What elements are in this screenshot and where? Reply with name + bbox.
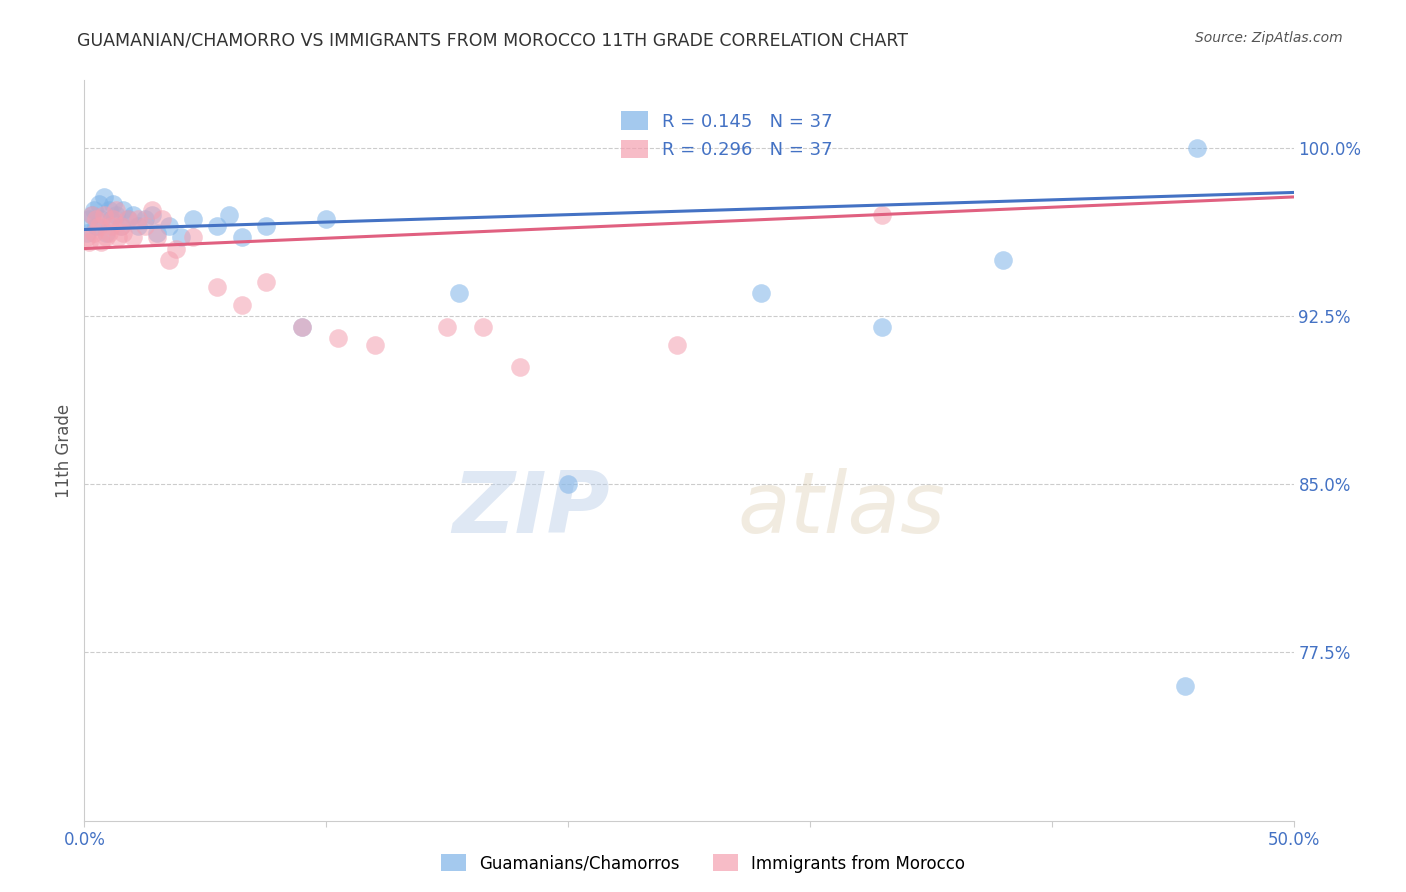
Point [665, 338, 688, 352]
Point [181, 212, 204, 227]
Point [77, 235, 100, 249]
Point [170, 230, 193, 244]
Point [231, 298, 253, 312]
Point [157, 219, 180, 233]
Point [83, 203, 105, 218]
Point [150, 212, 173, 227]
Legend: Guamanians/Chamorros, Immigrants from Morocco: Guamanians/Chamorros, Immigrants from Mo… [434, 847, 972, 880]
Point [363, 338, 385, 352]
Text: GUAMANIAN/CHAMORRO VS IMMIGRANTS FROM MOROCCO 11TH GRADE CORRELATION CHART: GUAMANIAN/CHAMORRO VS IMMIGRANTS FROM MO… [77, 31, 908, 49]
Point [83, 226, 105, 240]
Point [87, 196, 110, 211]
Point [121, 208, 143, 222]
Point [509, 360, 531, 375]
Y-axis label: 11th Grade: 11th Grade [55, 403, 73, 498]
Point [87, 219, 110, 233]
Point [100, 219, 122, 233]
Point [218, 208, 240, 222]
Point [231, 230, 253, 244]
Point [141, 208, 163, 222]
Point [127, 212, 149, 227]
Point [993, 252, 1015, 267]
Point [80, 208, 103, 222]
Point [328, 331, 350, 345]
Point [117, 212, 139, 227]
Point [90, 212, 112, 227]
Point [472, 320, 495, 334]
Point [110, 219, 132, 233]
Point [436, 320, 458, 334]
Text: Source: ZipAtlas.com: Source: ZipAtlas.com [1195, 31, 1343, 45]
Point [86, 212, 108, 227]
Point [97, 203, 120, 218]
Point [1174, 679, 1197, 693]
Point [872, 320, 894, 334]
Point [94, 226, 117, 240]
Point [76, 226, 98, 240]
Point [134, 212, 156, 227]
Point [751, 286, 773, 301]
Point [291, 320, 314, 334]
Point [872, 208, 894, 222]
Point [165, 242, 187, 256]
Point [80, 208, 103, 222]
Point [207, 219, 229, 233]
Point [93, 190, 115, 204]
Point [112, 226, 135, 240]
Point [103, 196, 125, 211]
Point [93, 208, 115, 222]
Point [100, 212, 122, 227]
Point [157, 252, 180, 267]
Point [146, 230, 169, 244]
Point [207, 279, 229, 293]
Point [97, 226, 120, 240]
Point [291, 320, 314, 334]
Point [254, 219, 277, 233]
Point [134, 219, 156, 233]
Point [121, 230, 143, 244]
Point [112, 203, 135, 218]
Point [110, 219, 132, 233]
Text: atlas: atlas [737, 468, 945, 551]
Point [117, 212, 139, 227]
Point [449, 286, 471, 301]
Point [107, 230, 129, 244]
Point [315, 212, 337, 227]
Point [103, 212, 125, 227]
Point [141, 203, 163, 218]
Point [181, 230, 204, 244]
Point [254, 275, 277, 289]
Point [77, 212, 100, 227]
Point [557, 477, 579, 491]
Point [90, 235, 112, 249]
Point [104, 203, 127, 218]
Text: ZIP: ZIP [453, 468, 610, 551]
Point [104, 208, 127, 222]
Legend: R = 0.145   N = 37, R = 0.296   N = 37: R = 0.145 N = 37, R = 0.296 N = 37 [613, 104, 839, 166]
Point [1185, 140, 1208, 154]
Point [94, 230, 117, 244]
Point [76, 230, 98, 244]
Point [127, 219, 149, 233]
Point [146, 226, 169, 240]
Point [86, 219, 108, 233]
